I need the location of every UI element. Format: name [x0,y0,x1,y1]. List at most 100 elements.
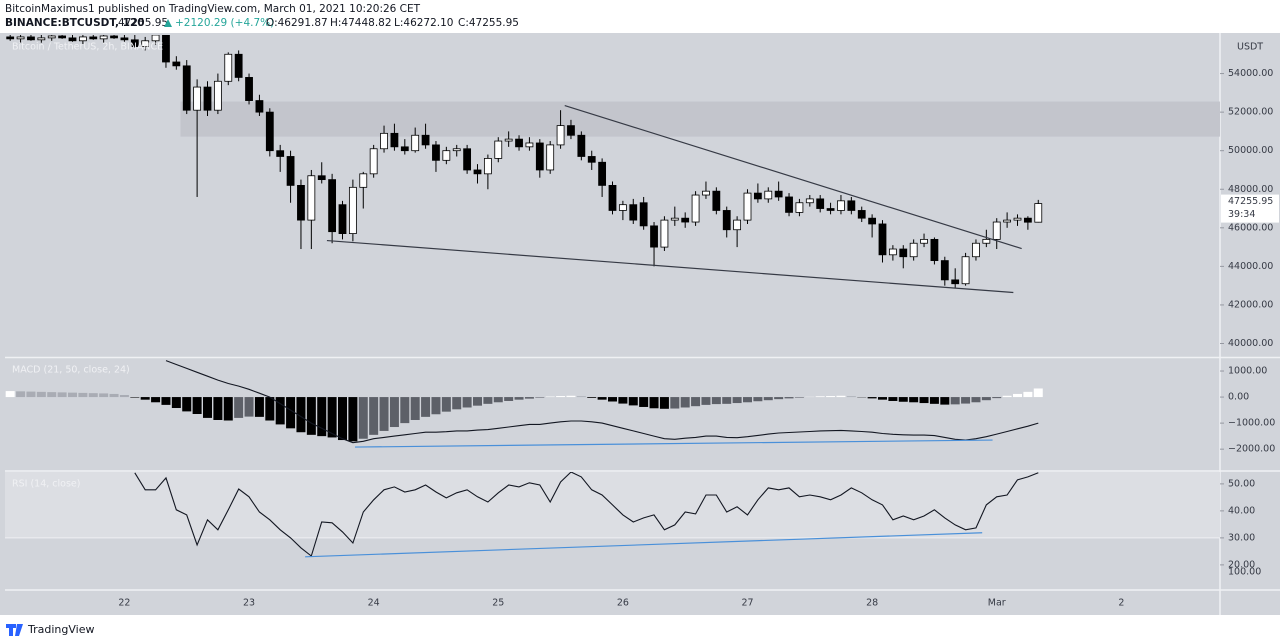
candle-body [213,80,222,111]
histogram-bar [473,397,482,406]
candle-body [6,36,15,40]
x-tick-label: 24 [368,598,380,609]
y-unit: USDT [1237,42,1263,53]
header-high: H:47448.82 [330,17,392,29]
histogram-bar [961,397,971,404]
candle-body [37,37,46,41]
y-tick-label: 46000.00 [1228,222,1273,233]
histogram-bar [254,397,264,417]
histogram-bar [711,397,721,405]
candle-body [172,61,181,67]
candle-body [265,111,274,152]
y-tick-label: 0.00 [1228,392,1249,403]
histogram-bar [971,397,981,403]
candle-body [89,36,98,40]
histogram-bar [587,397,597,398]
histogram-bar [556,396,566,398]
histogram-bar [36,391,46,398]
resistance-zone [180,101,1220,137]
x-tick-label: 23 [243,598,255,609]
histogram-bar [639,397,649,407]
candle-body [774,190,783,198]
candle-body [16,36,25,40]
candle-body [712,190,721,211]
histogram-bar [47,392,57,398]
candle-body [608,184,617,211]
histogram-bar [628,397,638,406]
histogram-bar [234,397,244,418]
histogram-bar [826,396,836,398]
x-tick-label: Mar [988,598,1006,609]
macd-line [165,360,1039,444]
histogram-bar [140,397,150,400]
candle-body [1023,217,1032,223]
histogram-bar [119,394,129,398]
candle-body [338,204,347,234]
x-tick-label: 2 [1118,598,1124,609]
candle-body [297,184,305,221]
trendline [326,239,1014,294]
candle-body [899,248,908,258]
histogram-bar [130,397,140,398]
histogram-bar [182,397,192,412]
candle-body [629,204,638,221]
histogram-bar [909,397,919,403]
y-tick-label: 42000.00 [1228,299,1273,310]
candle-body [992,221,1001,240]
pane-title: MACD (21, 50, close, 24) [12,365,130,376]
y-tick-label: 50.00 [1228,478,1255,489]
trendline [305,532,983,558]
pane [5,360,1043,448]
histogram-bar [1002,395,1012,398]
pane [6,35,1220,294]
candle-body [650,225,658,248]
y-tick-label: 54000.00 [1228,68,1273,79]
histogram-bar [338,397,347,441]
histogram-bar [99,393,109,398]
candle-body [556,125,565,146]
candle-body [442,150,451,161]
histogram-bar [940,397,950,405]
candle-body [68,37,77,42]
histogram-bar [763,397,773,401]
rsi-line [134,472,1039,557]
candle-body [162,35,170,63]
y-tick-label: −2000.00 [1228,444,1275,455]
histogram-bar [296,397,306,433]
histogram-bar [1013,393,1022,398]
histogram-bar [369,397,379,435]
histogram-bar [535,397,545,398]
histogram-bar [286,397,296,429]
candle-body [920,238,928,244]
candle-body [421,134,430,146]
header-change: +2120.29 (+4.7%) [175,17,274,29]
y-tick-label: 44000.00 [1228,261,1273,272]
pane [5,472,1220,558]
candle-body [805,198,814,204]
histogram-bar [306,397,316,435]
candle-body [400,146,409,152]
y-tick-label: 1000.00 [1228,366,1267,377]
candle-body [348,186,357,234]
candle-body [837,200,845,211]
y-tick-label: 40.00 [1228,505,1255,516]
histogram-bar [57,392,67,398]
candle-body [567,125,575,136]
candle-body [130,39,139,47]
y-tick-label: 40000.00 [1228,338,1273,349]
candle-body [847,200,856,211]
histogram-bar [898,397,908,402]
header-close: C:47255.95 [458,17,519,29]
histogram-bar [348,397,358,442]
x-tick-label: 26 [617,598,629,609]
histogram-bar [597,397,607,400]
histogram-bar [400,397,410,424]
symbol: BINANCE:BTCUSDT, 120 [5,17,145,29]
histogram-bar [929,397,939,404]
histogram-bar [576,396,586,398]
histogram-bar [794,397,804,398]
y-tick-label: 30.00 [1228,532,1255,543]
candle-body [78,36,87,42]
candle-body [930,238,939,261]
y-tick-label: 48000.00 [1228,184,1273,195]
